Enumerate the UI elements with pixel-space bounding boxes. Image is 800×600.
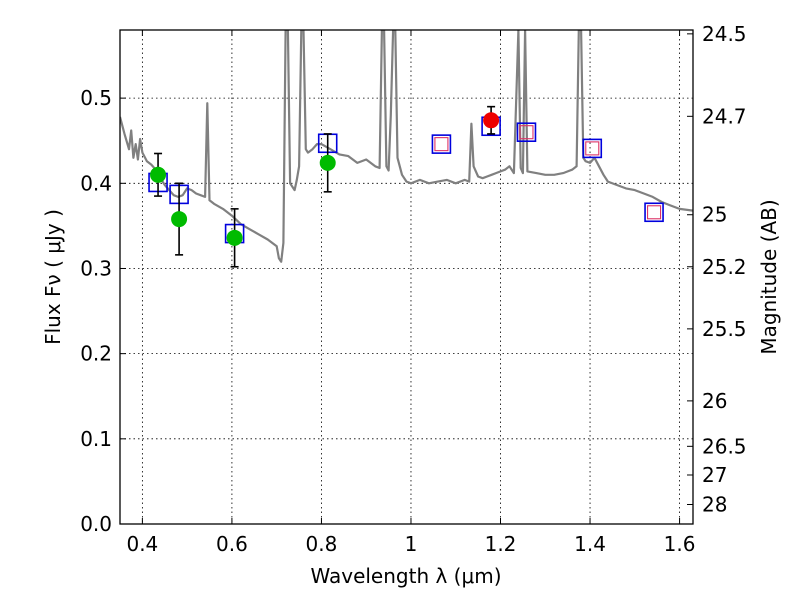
model-flux-square-blue [431,134,452,154]
y2-tick-label: 27 [702,463,727,487]
y-tick-label: 0.4 [80,171,112,195]
y2-tick-label: 25.5 [702,317,747,341]
model-flux-square-red [585,141,600,156]
x-tick-label: 0.4 [126,532,158,556]
observed-point-green [150,166,167,183]
data-marks [148,105,664,268]
axis-ticks: 0.4 0.6 0.8 1 1.2 1.4 1.6 0.0 0.1 0.2 0.3 0.4 0.5 24.… [80,22,746,556]
x-axis-label: Wavelength λ (μm) [310,564,501,588]
y-tick-label: 0.2 [80,342,112,366]
model-flux-square-red [434,137,449,152]
y-axis-label: Flux Fν ( μJy ) [41,209,65,345]
x-tick-label: 0.8 [306,532,338,556]
x-tick-label: 1.2 [485,532,517,556]
plot-frame [119,29,694,525]
x-tick-label: 1 [405,532,418,556]
x-tick-label: 0.6 [216,532,248,556]
observed-point-green [319,154,336,171]
model-flux-square-blue [516,122,537,143]
y2-tick-label: 28 [702,492,727,516]
model-flux-square-blue [644,202,664,223]
y2-tick-label: 26.5 [702,434,747,458]
x-tick-label: 1.4 [574,532,606,556]
y-tick-label: 0.5 [80,86,112,110]
y2-tick-label: 25 [702,203,727,227]
model-flux-square-blue [582,138,603,159]
y-tick-label: 0.3 [80,256,112,280]
y2-tick-label: 26 [702,389,727,413]
grid-lines [120,30,693,525]
y2-tick-label: 25.2 [702,255,747,279]
observed-point-red [483,112,500,129]
y-tick-label: 0.1 [80,427,112,451]
model-flux-square-red [519,125,534,140]
y2-tick-label: 24.5 [702,22,747,46]
y2-tick-label: 24.7 [702,104,747,128]
model-spectrum-line [120,30,693,263]
observed-point-green [171,211,188,228]
x-tick-label: 1.6 [664,532,696,556]
model-flux-square-red [647,205,662,220]
plot-area [120,30,693,268]
observed-point-green [226,229,243,246]
y-tick-label: 0.0 [80,512,112,536]
y2-axis-label: Magnitude (AB) [757,199,781,354]
